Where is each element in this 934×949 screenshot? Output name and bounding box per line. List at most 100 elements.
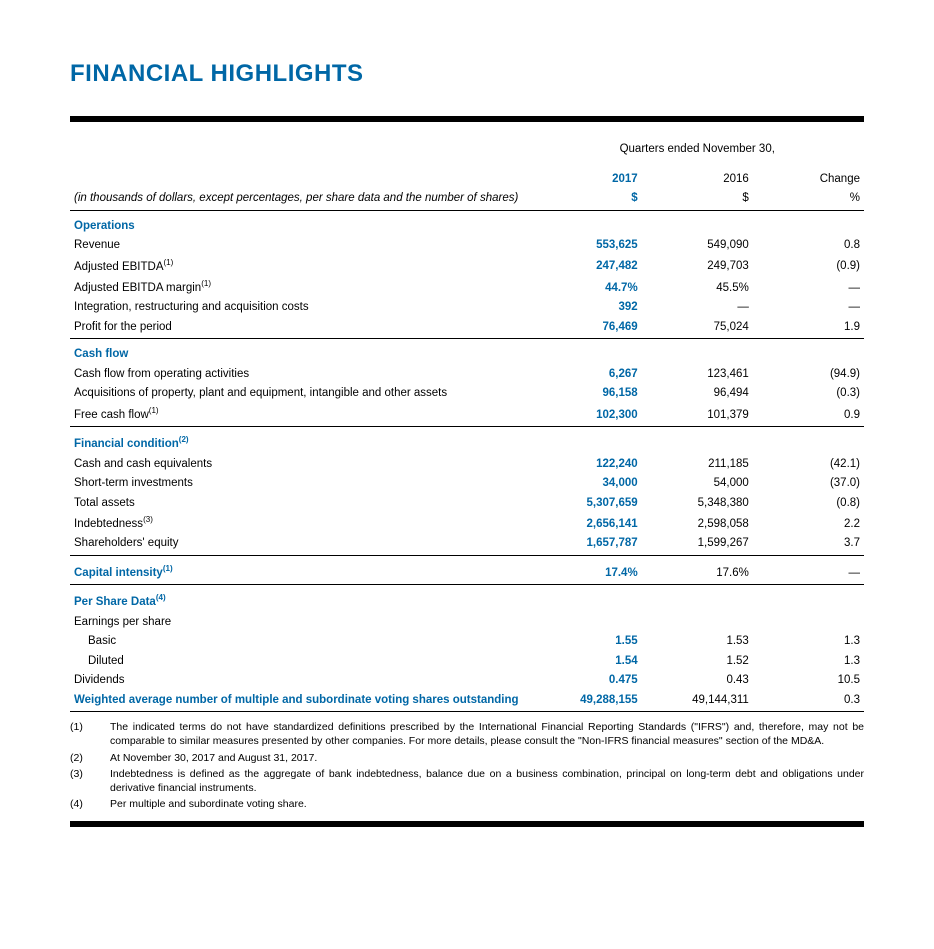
value-2016: 123,461: [642, 365, 753, 385]
footnote: (2)At November 30, 2017 and August 31, 2…: [70, 751, 864, 765]
table-row: Revenue553,625549,0900.8: [70, 236, 864, 256]
value-2016: [642, 613, 753, 633]
value-2016: 1.53: [642, 632, 753, 652]
value-2017: 392: [531, 298, 642, 318]
footnote: (4)Per multiple and subordinate voting s…: [70, 797, 864, 811]
value-change: (37.0): [753, 474, 864, 494]
col-header-2016: 2016: [642, 162, 753, 190]
value-2017: 102,300: [531, 404, 642, 427]
value-change: (94.9): [753, 365, 864, 385]
footnote-num: (3): [70, 767, 92, 795]
section-label: Cash flow: [70, 339, 864, 365]
value-change: (0.9): [753, 256, 864, 277]
value-2017: 1.54: [531, 652, 642, 672]
table-row: Free cash flow(1)102,300101,3790.9: [70, 404, 864, 427]
row-label: Weighted average number of multiple and …: [70, 691, 531, 712]
period-header: Quarters ended November 30,: [531, 140, 864, 162]
row-label: Adjusted EBITDA(1): [70, 256, 531, 277]
row-label: Short-term investments: [70, 474, 531, 494]
row-label: Acquisitions of property, plant and equi…: [70, 384, 531, 404]
page-title: FINANCIAL HIGHLIGHTS: [70, 60, 864, 88]
row-label: Free cash flow(1): [70, 404, 531, 427]
value-change: 1.3: [753, 632, 864, 652]
value-2017: 0.475: [531, 671, 642, 691]
footnotes: (1) The indicated terms do not have stand…: [70, 720, 864, 811]
table-row: Adjusted EBITDA margin(1)44.7%45.5%—: [70, 277, 864, 298]
value-2016: 45.5%: [642, 277, 753, 298]
value-2017: 553,625: [531, 236, 642, 256]
value-2017: 6,267: [531, 365, 642, 385]
value-change: (0.8): [753, 494, 864, 514]
value-change: 0.8: [753, 236, 864, 256]
footnote: (3)Indebtedness is defined as the aggreg…: [70, 767, 864, 795]
value-2016: 49,144,311: [642, 691, 753, 712]
row-label: Cash flow from operating activities: [70, 365, 531, 385]
section-label: Capital intensity(1): [70, 555, 531, 584]
value-2016: 101,379: [642, 404, 753, 427]
page: FINANCIAL HIGHLIGHTS Quarters ended Nove…: [0, 0, 934, 867]
value-change: 2.2: [753, 513, 864, 534]
value-change: —: [753, 555, 864, 584]
value-change: 0.3: [753, 691, 864, 712]
col-header-2017: 2017: [531, 162, 642, 190]
value-2017: 76,469: [531, 318, 642, 339]
value-change: (42.1): [753, 455, 864, 475]
row-label: Profit for the period: [70, 318, 531, 339]
value-2017: 247,482: [531, 256, 642, 277]
value-2017: 122,240: [531, 455, 642, 475]
row-label: Diluted: [70, 652, 531, 672]
value-2017: 34,000: [531, 474, 642, 494]
table-row: Acquisitions of property, plant and equi…: [70, 384, 864, 404]
value-2016: 0.43: [642, 671, 753, 691]
value-2016: 2,598,058: [642, 513, 753, 534]
value-2016: 1,599,267: [642, 534, 753, 555]
row-label: Integration, restructuring and acquisiti…: [70, 298, 531, 318]
table-row: Cash and cash equivalents122,240211,185(…: [70, 455, 864, 475]
row-label: Revenue: [70, 236, 531, 256]
table-row: Profit for the period76,46975,0241.9: [70, 318, 864, 339]
row-label: Earnings per share: [70, 613, 531, 633]
weighted-avg-row: Weighted average number of multiple and …: [70, 691, 864, 712]
value-change: —: [753, 298, 864, 318]
section-label: Financial condition(2): [70, 427, 864, 455]
row-label: Indebtedness(3): [70, 513, 531, 534]
table-row: Adjusted EBITDA(1)247,482249,703(0.9): [70, 256, 864, 277]
value-change: —: [753, 277, 864, 298]
table-row: Basic1.551.531.3: [70, 632, 864, 652]
value-2016: 96,494: [642, 384, 753, 404]
row-label: Dividends: [70, 671, 531, 691]
bottom-rule: [70, 821, 864, 827]
footnote-num: (1): [70, 720, 92, 748]
table-row: Cash flow from operating activities6,267…: [70, 365, 864, 385]
table-row: Short-term investments34,00054,000(37.0): [70, 474, 864, 494]
value-change: (0.3): [753, 384, 864, 404]
section-label: Operations: [70, 210, 864, 236]
value-2017: 44.7%: [531, 277, 642, 298]
value-2016: —: [642, 298, 753, 318]
value-2016: 17.6%: [642, 555, 753, 584]
value-change: 1.3: [753, 652, 864, 672]
table-row: Integration, restructuring and acquisiti…: [70, 298, 864, 318]
col-header-change: Change: [753, 162, 864, 190]
table-row: Earnings per share: [70, 613, 864, 633]
row-label: Cash and cash equivalents: [70, 455, 531, 475]
value-change: 10.5: [753, 671, 864, 691]
value-2016: 549,090: [642, 236, 753, 256]
table-row: Dividends0.4750.4310.5: [70, 671, 864, 691]
row-label: Adjusted EBITDA margin(1): [70, 277, 531, 298]
value-2017: 17.4%: [531, 555, 642, 584]
table-row: Indebtedness(3)2,656,1412,598,0582.2: [70, 513, 864, 534]
value-2016: 211,185: [642, 455, 753, 475]
value-2017: 5,307,659: [531, 494, 642, 514]
unit-2016: $: [642, 189, 753, 210]
value-2017: 49,288,155: [531, 691, 642, 712]
value-2017: 96,158: [531, 384, 642, 404]
table-row: Diluted1.541.521.3: [70, 652, 864, 672]
footnote: (1) The indicated terms do not have stand…: [70, 720, 864, 748]
footnote-num: (4): [70, 797, 92, 811]
table-row: Total assets5,307,6595,348,380(0.8): [70, 494, 864, 514]
value-2016: 54,000: [642, 474, 753, 494]
row-label: Shareholders' equity: [70, 534, 531, 555]
value-2017: 1,657,787: [531, 534, 642, 555]
footnote-text: The indicated terms do not have standard…: [110, 720, 864, 748]
